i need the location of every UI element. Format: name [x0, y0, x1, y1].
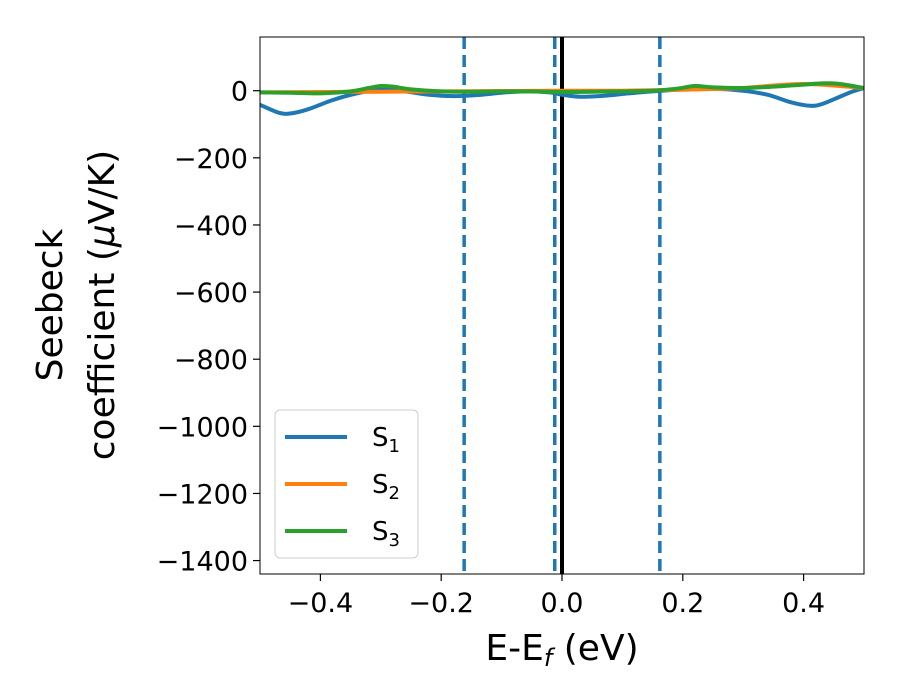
y-tick-label: −400	[174, 211, 248, 242]
series-line-s1	[260, 86, 864, 116]
legend-label-s2: S2	[372, 470, 400, 504]
legend: S1 S2 S3	[274, 409, 419, 559]
y-tick-label: −600	[174, 278, 248, 309]
y-axis-title-line2: coefficient (μV/K)	[82, 150, 123, 460]
y-tick-label: −1200	[157, 479, 248, 510]
y-tick-label: −200	[174, 144, 248, 175]
y-axis-title-mu: μ	[82, 224, 123, 248]
legend-label-s3: S3	[372, 517, 400, 551]
y-axis-title-line1: Seebeck	[30, 228, 71, 381]
vertical-reference-lines	[462, 37, 662, 574]
x-tick-label: −0.4	[288, 588, 354, 619]
series-line-s3	[260, 81, 864, 96]
x-axis-ticks: −0.4 −0.2 0.0 0.2 0.4	[288, 574, 825, 619]
y-tick-label: −1400	[157, 547, 248, 578]
y-tick-label: −1000	[157, 412, 248, 443]
y-axis-title-unit: V/K)	[82, 150, 123, 224]
y-axis-title-coeff: coefficient (	[82, 247, 123, 460]
y-axis-title: Seebeck coefficient (μV/K)	[30, 150, 123, 460]
x-tick-label: 0.0	[541, 588, 584, 619]
series-layer	[260, 81, 864, 116]
x-tick-label: 0.4	[782, 588, 825, 619]
y-axis-ticks: 0 −200 −400 −600 −800 −1000 −1200 −1400	[157, 77, 260, 578]
legend-label-s1: S1	[372, 423, 400, 457]
y-tick-label: 0	[231, 77, 248, 108]
x-tick-label: −0.2	[408, 588, 474, 619]
y-tick-label: −800	[174, 345, 248, 376]
x-axis-title: E-Ef (eV)	[485, 628, 638, 672]
x-tick-label: 0.2	[661, 588, 704, 619]
x-axis-title-main: E-E	[485, 628, 543, 669]
x-axis-title-unit: (eV)	[552, 628, 638, 669]
